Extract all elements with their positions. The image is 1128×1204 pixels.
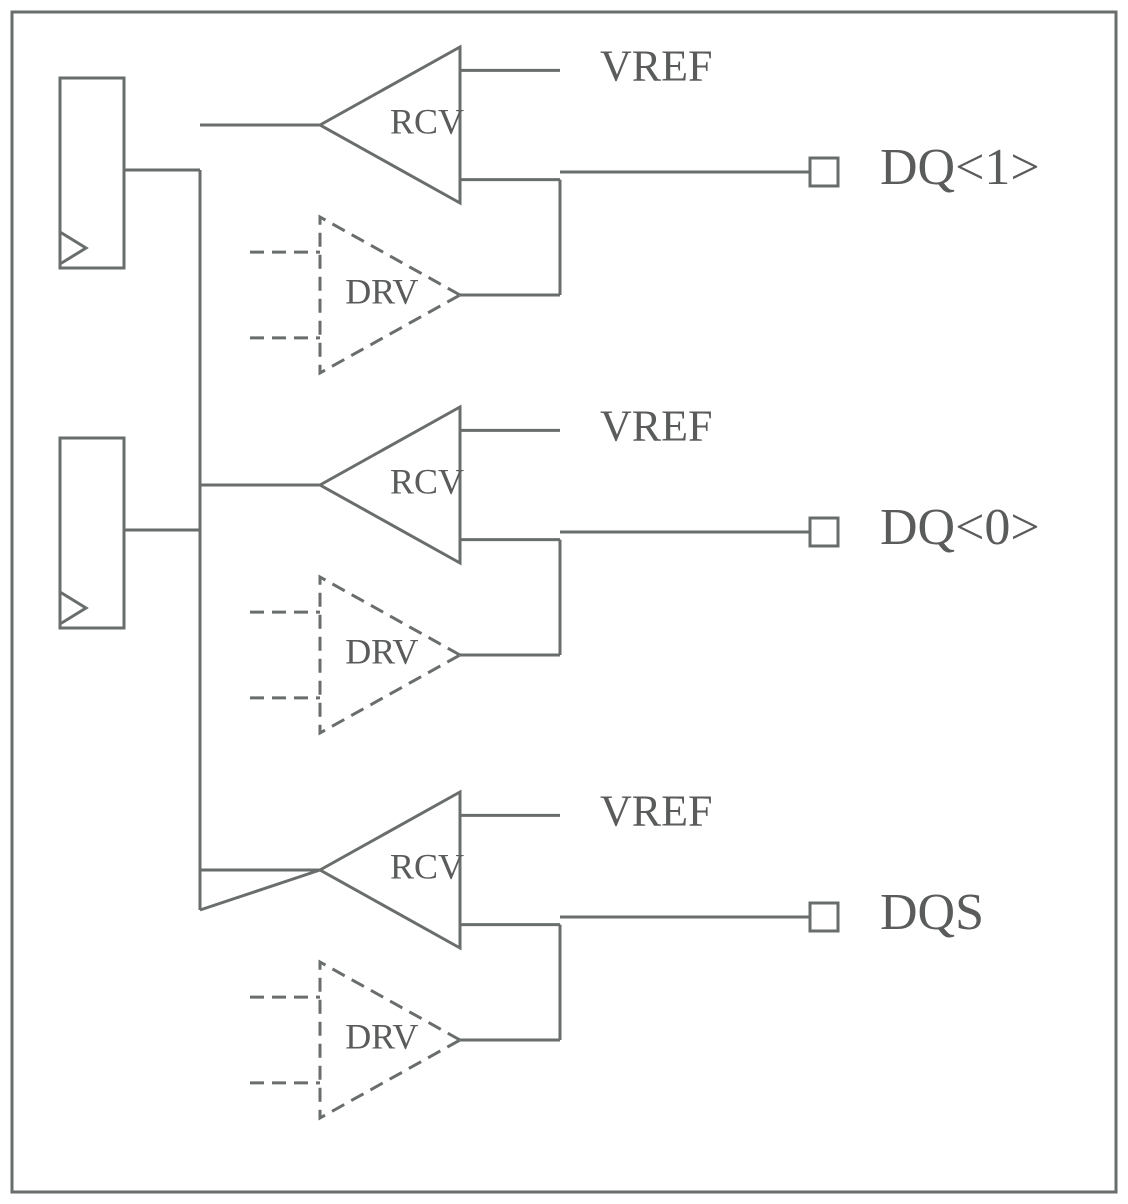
- drv-label: DRV: [345, 631, 418, 671]
- pad-label: DQ<0>: [880, 499, 1040, 556]
- pad-label: DQS: [880, 884, 984, 941]
- rcv-label: RCV: [390, 101, 464, 141]
- rcv-label: RCV: [390, 461, 464, 501]
- drv-label: DRV: [345, 1016, 418, 1056]
- rcv-label: RCV: [390, 846, 464, 886]
- drv-label: DRV: [345, 271, 418, 311]
- vref-label: VREF: [600, 401, 712, 450]
- vref-label: VREF: [600, 786, 712, 835]
- circuit-diagram: RCV VREF DRV DQ<1> RCV VREF DRV DQ<0> RCV VREF DRV…: [0, 0, 1128, 1204]
- pad-label: DQ<1>: [880, 139, 1040, 196]
- vref-label: VREF: [600, 41, 712, 90]
